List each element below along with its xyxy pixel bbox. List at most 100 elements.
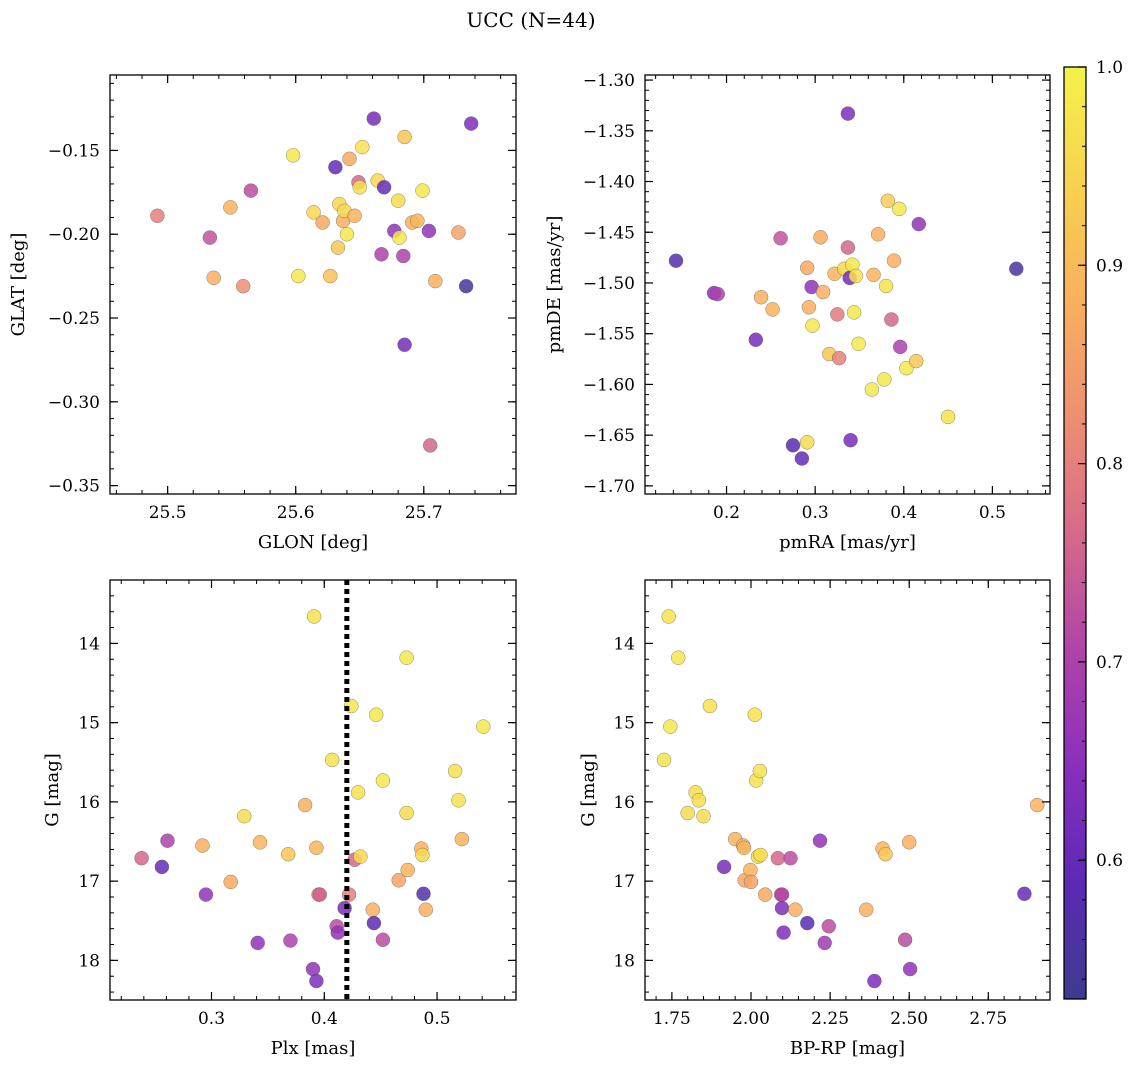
data-point bbox=[396, 248, 411, 264]
data-point bbox=[757, 887, 773, 902]
data-point bbox=[410, 213, 425, 229]
y-tick-label: −1.50 bbox=[583, 274, 635, 294]
data-point bbox=[805, 318, 820, 333]
data-point bbox=[376, 180, 392, 195]
y-tick-label: 18 bbox=[78, 951, 100, 971]
scatter-points bbox=[668, 106, 1024, 466]
x-tick-label: 0.4 bbox=[311, 1009, 338, 1029]
y-tick-label: −1.60 bbox=[583, 375, 635, 395]
data-point bbox=[892, 201, 907, 217]
y-tick-label: −1.30 bbox=[583, 71, 635, 91]
data-point bbox=[416, 886, 431, 902]
data-point bbox=[476, 719, 491, 734]
data-point bbox=[309, 840, 324, 856]
x-tick-label: 0.4 bbox=[890, 503, 917, 523]
data-point bbox=[280, 846, 296, 862]
data-point bbox=[843, 432, 858, 448]
data-point bbox=[670, 650, 686, 665]
data-point bbox=[328, 159, 343, 175]
data-point bbox=[783, 850, 798, 866]
data-point bbox=[366, 111, 382, 126]
y-tick-label: −0.20 bbox=[48, 225, 100, 245]
axis-ticks bbox=[645, 579, 1050, 1000]
data-point bbox=[134, 850, 149, 866]
data-point bbox=[799, 260, 815, 276]
data-point bbox=[884, 312, 899, 327]
data-point bbox=[773, 231, 788, 246]
y-axis-label: GLAT [deg] bbox=[8, 233, 29, 337]
data-point bbox=[312, 887, 328, 902]
colorbar-tick-label: 1.0 bbox=[1096, 58, 1123, 78]
data-point bbox=[365, 902, 381, 917]
scatter-points bbox=[656, 609, 1045, 989]
data-point bbox=[150, 208, 165, 224]
data-point bbox=[710, 286, 725, 302]
data-point bbox=[911, 216, 927, 232]
data-point bbox=[392, 230, 407, 245]
data-point bbox=[252, 835, 268, 850]
y-tick-label: −1.70 bbox=[583, 477, 635, 497]
data-point bbox=[877, 372, 892, 387]
data-point bbox=[374, 247, 389, 262]
panel-plx-g: 0.3 0.4 0.5 14 15 16 17 18 Plx [mas] G [mag] bbox=[42, 579, 517, 1059]
data-point bbox=[243, 183, 259, 198]
y-axis-label: pmDE [mas/yr] bbox=[544, 216, 565, 354]
y-tick-label: 16 bbox=[78, 793, 100, 813]
axis-ticks bbox=[645, 75, 1050, 494]
data-point bbox=[830, 307, 845, 322]
data-point bbox=[309, 973, 324, 989]
data-point bbox=[747, 707, 763, 722]
colorbar-tick-label: 0.6 bbox=[1096, 851, 1123, 871]
data-point bbox=[801, 300, 817, 315]
data-point bbox=[892, 339, 908, 355]
data-point bbox=[788, 902, 803, 917]
data-point bbox=[752, 763, 768, 779]
data-point bbox=[815, 284, 831, 300]
y-tick-label: −1.35 bbox=[583, 122, 635, 142]
y-axis-label: G [mag] bbox=[578, 753, 599, 826]
x-tick-label: 25.7 bbox=[405, 503, 443, 523]
data-point bbox=[195, 838, 210, 853]
data-point bbox=[235, 278, 251, 294]
data-point bbox=[154, 859, 170, 875]
y-axis-label: G [mag] bbox=[42, 753, 63, 826]
data-point bbox=[940, 409, 956, 425]
data-point bbox=[415, 847, 430, 863]
data-point bbox=[870, 227, 886, 242]
y-tick-label: 16 bbox=[613, 793, 635, 813]
data-point bbox=[375, 932, 391, 948]
data-point bbox=[315, 215, 330, 230]
x-tick-label: 2.00 bbox=[732, 1009, 770, 1029]
data-point bbox=[663, 719, 678, 734]
data-point bbox=[813, 230, 828, 245]
data-point bbox=[350, 785, 366, 800]
x-tick-label: 1.75 bbox=[653, 1009, 691, 1029]
data-point bbox=[390, 193, 406, 208]
data-point bbox=[352, 180, 367, 195]
data-point bbox=[880, 193, 896, 209]
data-point bbox=[368, 707, 384, 722]
data-point bbox=[223, 200, 238, 215]
data-point bbox=[415, 183, 430, 198]
data-point bbox=[422, 438, 438, 453]
data-point bbox=[696, 808, 711, 824]
data-point bbox=[206, 270, 221, 286]
data-point bbox=[770, 850, 786, 866]
x-tick-label: 0.3 bbox=[198, 1009, 225, 1029]
x-tick-label: 25.5 bbox=[149, 503, 187, 523]
data-point bbox=[661, 609, 676, 624]
x-tick-label: 2.25 bbox=[811, 1009, 849, 1029]
data-point bbox=[753, 289, 769, 305]
panel-bprp-g: 1.75 2.00 2.25 2.50 2.75 14 15 16 17 18 BP-RP [mag… bbox=[578, 579, 1051, 1059]
data-point bbox=[463, 116, 479, 131]
data-point bbox=[447, 763, 463, 779]
x-tick-label: 0.5 bbox=[979, 503, 1006, 523]
data-point bbox=[858, 902, 874, 917]
data-point bbox=[897, 932, 913, 948]
data-point bbox=[800, 915, 815, 931]
data-point bbox=[765, 302, 780, 317]
data-point bbox=[774, 887, 790, 902]
y-tick-label: 14 bbox=[78, 634, 100, 654]
data-point bbox=[799, 435, 815, 450]
plot-frame bbox=[109, 74, 517, 495]
